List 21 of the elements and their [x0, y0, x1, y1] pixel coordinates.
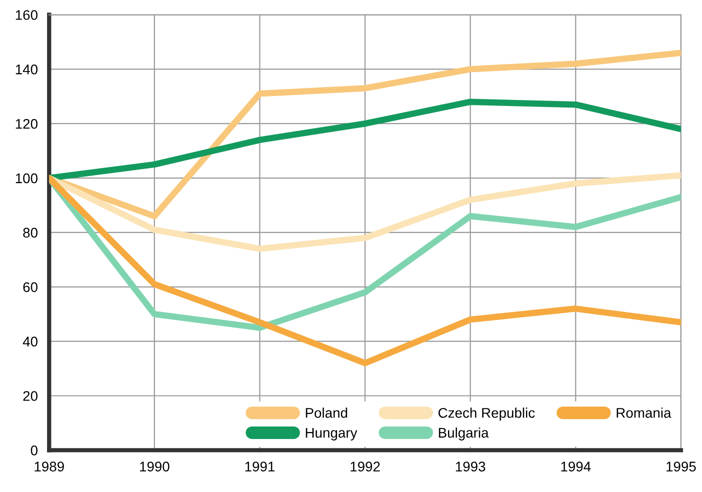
x-tick-label: 1994 — [561, 462, 591, 472]
x-tick-label: 1993 — [456, 462, 486, 472]
y-tick-label: 80 — [23, 228, 38, 238]
x-tick-label: 1991 — [245, 462, 275, 472]
legend-label: Poland — [306, 408, 348, 418]
y-tick-label: 0 — [30, 446, 38, 456]
x-tick-label: 1992 — [350, 462, 380, 472]
x-tick-label: 1990 — [140, 462, 170, 472]
y-tick-label: 160 — [16, 10, 38, 20]
x-tick-label: 1995 — [666, 462, 696, 472]
legend-label: Romania — [616, 408, 672, 418]
x-tick-label: 1989 — [34, 462, 64, 472]
legend-label: Czech Republic — [438, 408, 535, 421]
legend-label: Bulgaria — [438, 428, 489, 440]
y-tick-label: 20 — [23, 391, 38, 401]
y-tick-label: 40 — [22, 336, 38, 346]
legend-label: Hungary — [306, 428, 358, 440]
y-tick-label: 120 — [16, 118, 38, 129]
y-tick-label: 140 — [16, 64, 38, 74]
y-tick-label: 100 — [16, 173, 38, 184]
y-tick-label: 60 — [23, 282, 38, 292]
